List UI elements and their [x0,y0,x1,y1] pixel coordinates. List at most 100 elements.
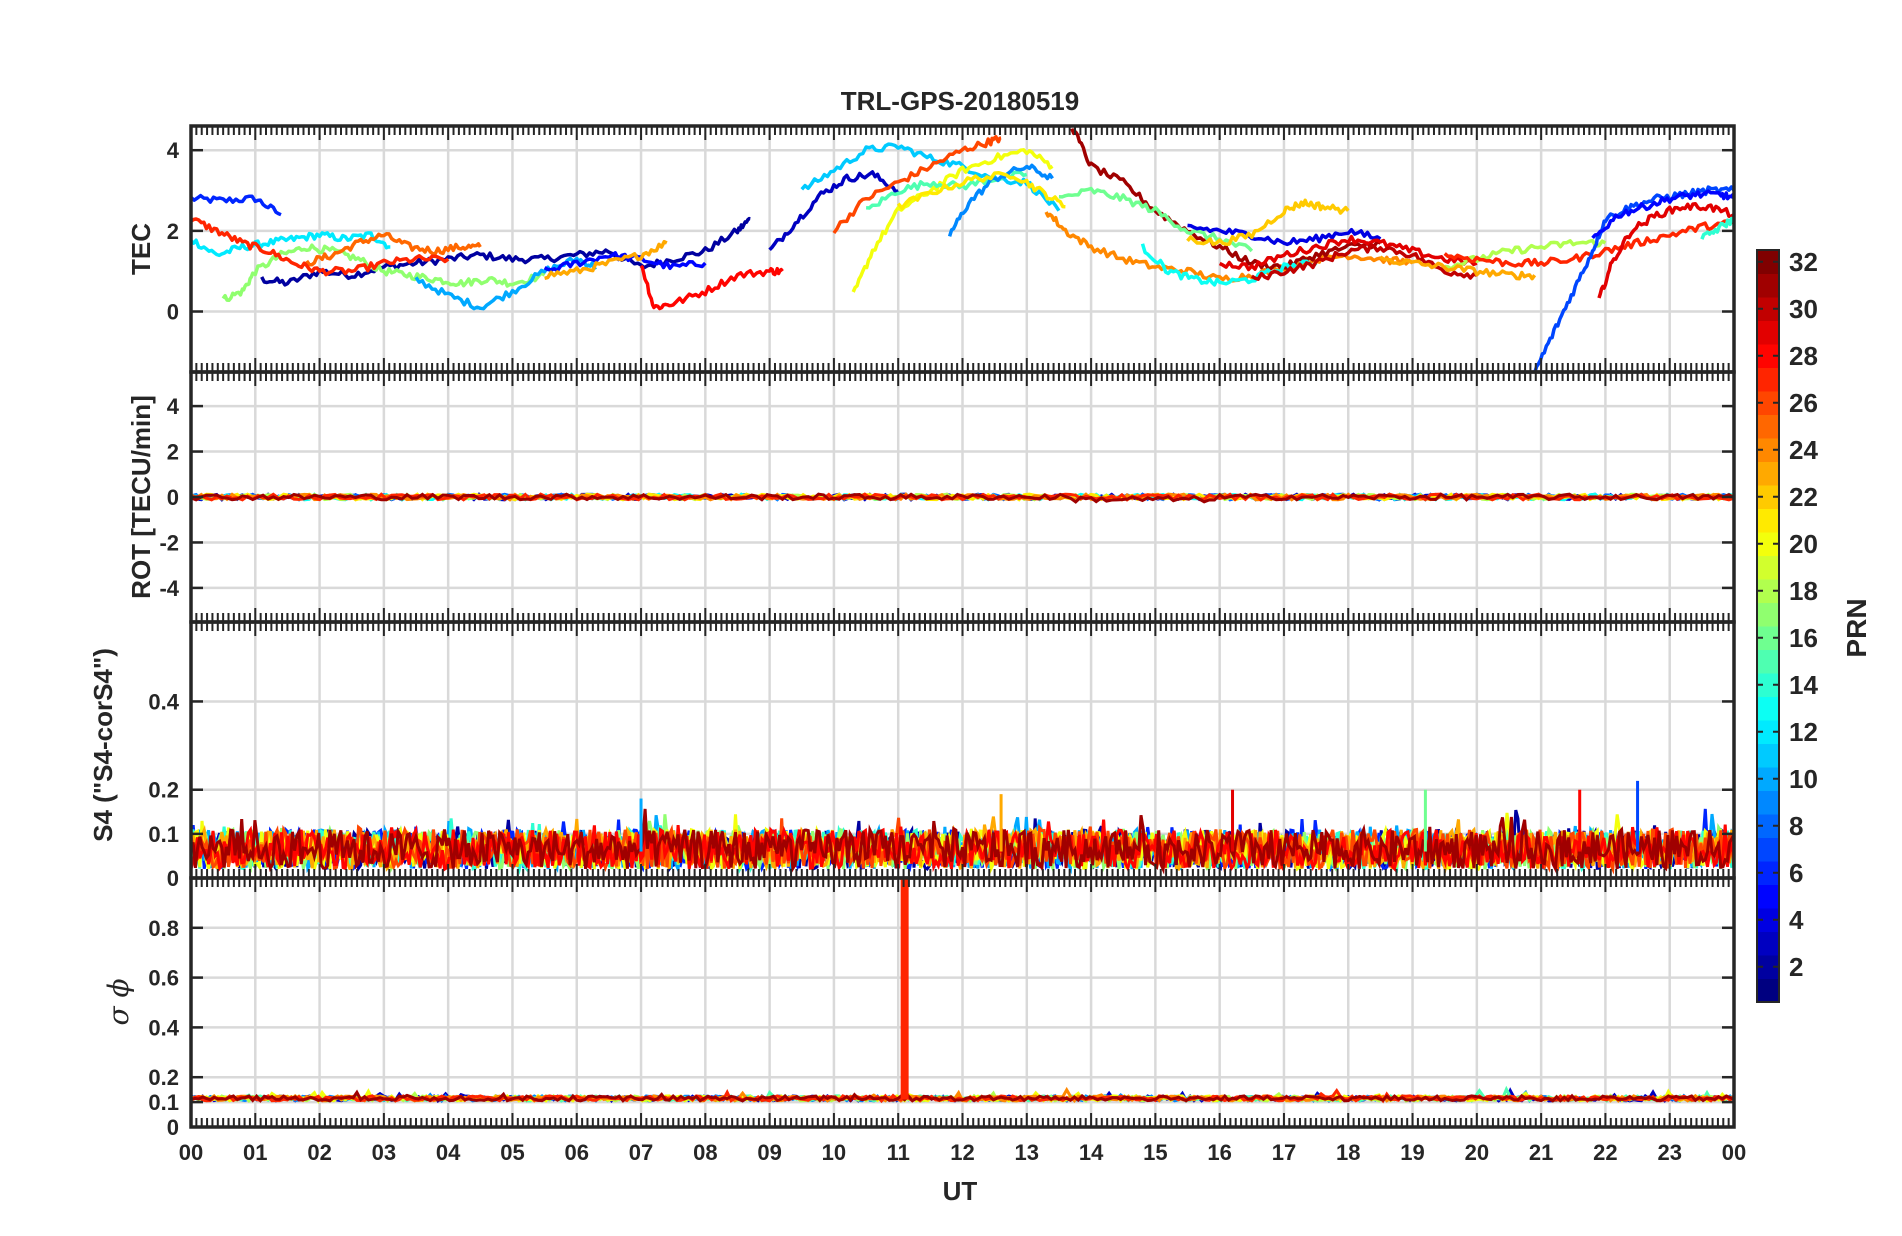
y-tick-label: 0.4 [148,689,179,714]
y-tick-label: 0 [167,866,179,891]
y-tick-label: 4 [167,394,180,419]
tec-series-prn-23 [544,239,668,280]
y-tick-label: 4 [167,138,180,163]
sigma-series-prn-31 [191,1089,1734,1103]
plot-area [191,127,1734,372]
x-tick-label: 10 [822,1140,846,1165]
colorbar-tick-label: 2 [1789,952,1803,982]
y-tick-label: 0.1 [148,822,179,847]
y-tick-label: 0 [167,1115,179,1140]
colorbar-swatch [1757,367,1779,392]
colorbar-swatch [1757,626,1779,650]
colorbar-tick-label: 24 [1789,435,1818,465]
colorbar-swatch [1757,250,1779,274]
x-tick-label: 09 [757,1140,781,1165]
colorbar-tick-label: 18 [1789,576,1818,606]
tec-series-prn-29 [1218,234,1478,272]
y-tick-label: 0.2 [148,1065,179,1090]
x-tick-label: 05 [500,1140,524,1165]
tec-panel: 0 2 4 TEC [126,124,1736,374]
s4-panel: 0 0.1 0.2 0.4 S4 ("S4-corS4") [88,620,1736,891]
x-tick-label: 00 [179,1140,203,1165]
tec-series-prn-11 [800,142,1061,212]
x-axis: 00 01 02 03 04 05 06 07 08 09 10 11 12 13 14 15 16 17 18 19… [179,1140,1746,1165]
tec-series-prn-30 [1250,242,1478,281]
colorbar-swatch [1757,273,1779,298]
x-tick-label: 02 [307,1140,331,1165]
colorbar-swatch [1757,931,1779,956]
tec-series-prn-28 [639,264,784,311]
x-tick-label: 23 [1657,1140,1681,1165]
colorbar-tick-label: 30 [1789,294,1818,324]
colorbar-tick-label: 8 [1789,811,1803,841]
y-tick-label: 0.2 [148,778,179,803]
colorbar-swatch [1757,414,1779,439]
colorbar-tick-label: 12 [1789,717,1818,747]
colorbar-swatch [1757,673,1779,697]
figure-title: TRL-GPS-20180519 [841,86,1079,116]
colorbar-frame [1756,249,1780,1003]
tec-series-prn-31 [1070,127,1381,271]
rot-series-prn-31 [191,492,1734,504]
plot-area [191,780,1734,875]
tec-series-prn-26 [832,134,1002,235]
x-tick-label: 11 [887,1140,910,1165]
colorbar-swatch [1757,508,1779,533]
x-tick-label: 01 [243,1140,267,1165]
tec-series-prn-13 [1140,243,1318,287]
s4-series-prn-31 [191,808,1734,875]
y-tick-label: -2 [159,530,179,555]
tec-series-prn-2 [260,216,751,287]
tec-series-prn-22 [1186,198,1350,247]
colorbar-swatch [1757,602,1779,627]
colorbar-swatch [1757,344,1779,368]
colorbar-tick-label: 22 [1789,482,1818,512]
colorbar-swatch [1757,532,1779,556]
colorbar-swatch [1757,861,1779,885]
y-tick-label: 0.4 [148,1015,179,1040]
tec-series-prn-5 [543,251,707,273]
tec-ylabel: TEC [126,223,156,275]
colorbar-swatch [1757,978,1779,1003]
y-tick-label: 0 [167,485,179,510]
colorbar-swatch [1757,438,1779,462]
colorbar-tick-label: 28 [1789,341,1818,371]
colorbar-swatch [1757,485,1779,509]
colorbar-swatch [1757,837,1779,862]
colorbar-swatch [1757,579,1779,603]
colorbar-swatch [1757,555,1779,580]
y-tick-label: 0.8 [148,916,179,941]
colorbar-swatch [1757,297,1779,321]
plot-area [191,492,1734,504]
x-tick-label: 19 [1400,1140,1424,1165]
colorbar-tick-label: 20 [1789,529,1818,559]
tec-series-prn-27 [1443,219,1734,268]
tec-series-prn-4 [1187,223,1382,247]
tec-series-prn-29 [1597,201,1734,299]
colorbar-swatch [1757,814,1779,838]
x-tick-label: 21 [1529,1140,1553,1165]
colorbar-tick-label: 4 [1789,905,1804,935]
tec-series-prn-14 [1700,216,1734,240]
tec-series-prn-5 [1591,189,1734,240]
colorbar-swatch [1757,649,1779,674]
x-tick-label: 14 [1079,1140,1104,1165]
colorbar-swatch [1757,790,1779,815]
sigma-spike [900,878,909,1100]
colorbar-tick-label: 6 [1789,858,1803,888]
colorbar-swatch [1757,720,1779,744]
tec-series-prn-12 [191,231,391,258]
colorbar-swatch [1757,320,1779,345]
tec-series-prn-3 [768,170,900,252]
tec-series-prn-7 [1533,185,1734,372]
x-tick-label: 07 [629,1140,653,1165]
tec-series-prn-23 [1379,255,1537,281]
x-tick-label: 12 [950,1140,974,1165]
rot-panel: -4 -2 0 2 4 ROT [TECU/min] [126,370,1736,624]
colorbar-label: PRN [1841,598,1872,657]
x-tick-label: 17 [1272,1140,1296,1165]
tec-series-prn-10 [414,256,597,311]
colorbar-tick-label: 26 [1789,388,1818,418]
x-tick-label: 22 [1593,1140,1617,1165]
